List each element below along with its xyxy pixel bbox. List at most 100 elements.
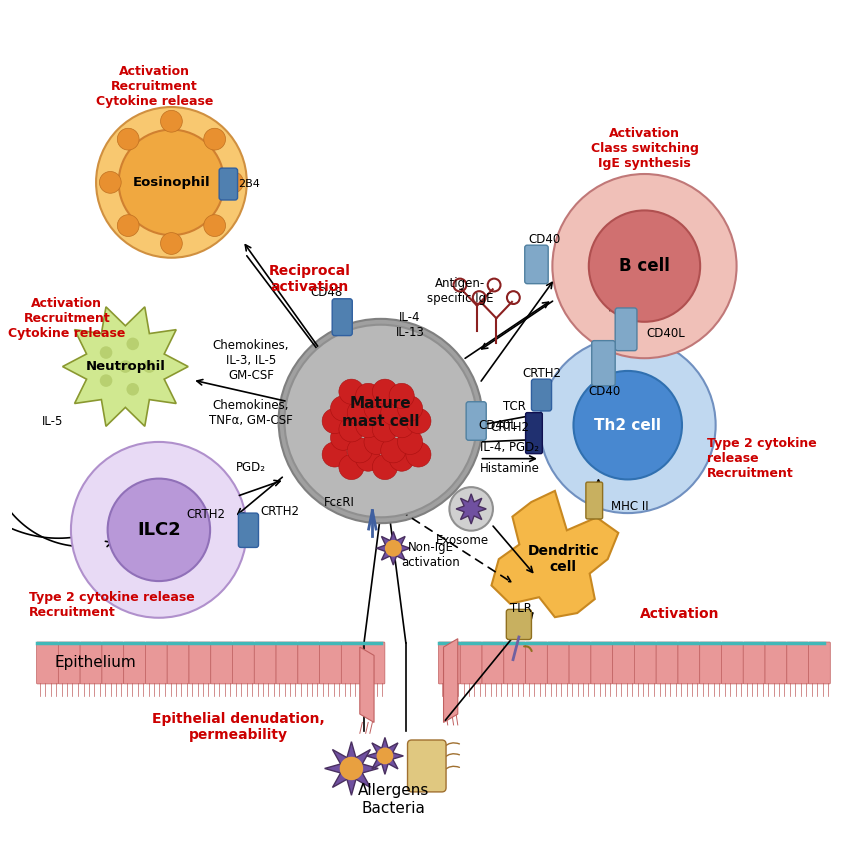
FancyBboxPatch shape (787, 642, 808, 684)
FancyBboxPatch shape (146, 642, 167, 684)
Polygon shape (456, 494, 486, 524)
Circle shape (397, 429, 423, 455)
FancyBboxPatch shape (743, 642, 765, 684)
Circle shape (119, 360, 132, 373)
FancyBboxPatch shape (298, 642, 320, 684)
Text: CRTH2: CRTH2 (523, 367, 562, 380)
FancyBboxPatch shape (585, 482, 603, 519)
Text: B cell: B cell (619, 257, 670, 275)
Text: Activation
Class switching
IgE synthesis: Activation Class switching IgE synthesis (591, 127, 699, 170)
Text: ILC2: ILC2 (137, 521, 180, 539)
Circle shape (380, 438, 406, 463)
Circle shape (389, 446, 414, 472)
FancyBboxPatch shape (482, 642, 504, 684)
Circle shape (356, 383, 380, 408)
Circle shape (118, 130, 224, 235)
Circle shape (406, 408, 431, 434)
FancyBboxPatch shape (615, 308, 637, 350)
Polygon shape (443, 639, 458, 722)
Text: IL-5: IL-5 (42, 414, 63, 428)
Text: CRTH2: CRTH2 (260, 505, 300, 518)
Text: Activation: Activation (640, 606, 720, 621)
FancyBboxPatch shape (531, 379, 551, 411)
Text: Epithelium: Epithelium (54, 655, 136, 670)
Text: FcεRI: FcεRI (323, 496, 354, 509)
FancyBboxPatch shape (341, 642, 363, 684)
Circle shape (284, 325, 477, 517)
Text: 2B4: 2B4 (238, 179, 260, 189)
Circle shape (339, 417, 364, 442)
Text: Mature
mast cell: Mature mast cell (342, 397, 420, 429)
Text: Exosome: Exosome (437, 534, 489, 547)
FancyBboxPatch shape (591, 341, 615, 386)
Circle shape (221, 172, 243, 194)
Text: Activation
Recruitment
Cytokine release: Activation Recruitment Cytokine release (96, 65, 214, 108)
Circle shape (373, 379, 397, 404)
Text: Non-IgE
activation: Non-IgE activation (402, 541, 460, 569)
Text: IL-4, PGD₂: IL-4, PGD₂ (480, 441, 540, 455)
FancyBboxPatch shape (254, 642, 276, 684)
Text: TCR: TCR (503, 400, 526, 413)
FancyBboxPatch shape (635, 642, 656, 684)
FancyBboxPatch shape (276, 642, 298, 684)
FancyBboxPatch shape (466, 402, 486, 440)
Polygon shape (360, 647, 374, 722)
Text: TLR: TLR (511, 602, 533, 615)
FancyBboxPatch shape (526, 642, 547, 684)
Text: Activation
Recruitment
Cytokine release: Activation Recruitment Cytokine release (8, 297, 125, 340)
Circle shape (373, 417, 397, 442)
FancyBboxPatch shape (569, 642, 591, 684)
FancyBboxPatch shape (438, 642, 460, 684)
Text: CD40L: CD40L (646, 327, 685, 339)
Text: Reciprocal
activation: Reciprocal activation (269, 264, 351, 294)
Polygon shape (492, 491, 619, 617)
Text: CD40: CD40 (588, 385, 620, 398)
Text: Neutrophil: Neutrophil (85, 360, 165, 373)
Text: PGD₂: PGD₂ (236, 461, 266, 473)
FancyBboxPatch shape (168, 642, 189, 684)
Circle shape (347, 400, 373, 425)
Circle shape (385, 540, 402, 557)
Text: Allergens
Bacteria: Allergens Bacteria (357, 783, 429, 816)
Circle shape (117, 215, 139, 237)
Circle shape (339, 455, 364, 480)
Circle shape (380, 400, 406, 425)
Circle shape (127, 383, 139, 396)
FancyBboxPatch shape (232, 642, 254, 684)
Circle shape (589, 210, 700, 322)
Circle shape (364, 396, 389, 421)
Circle shape (161, 110, 182, 132)
Circle shape (330, 396, 356, 421)
FancyBboxPatch shape (59, 642, 80, 684)
Text: Dendritic
cell: Dendritic cell (528, 544, 599, 574)
Circle shape (540, 338, 716, 513)
Circle shape (107, 478, 210, 581)
Circle shape (406, 442, 431, 467)
FancyBboxPatch shape (363, 642, 385, 684)
Text: Type 2 cytokine release
Recruitment: Type 2 cytokine release Recruitment (29, 591, 195, 619)
Circle shape (356, 413, 380, 438)
Circle shape (100, 346, 112, 359)
Text: Type 2 cytokine
release
Recruitment: Type 2 cytokine release Recruitment (707, 437, 817, 480)
FancyBboxPatch shape (220, 168, 237, 200)
Text: Epithelial denudation,
permeability: Epithelial denudation, permeability (152, 711, 325, 742)
Circle shape (143, 360, 156, 373)
Circle shape (330, 425, 356, 450)
FancyBboxPatch shape (506, 610, 531, 640)
FancyBboxPatch shape (525, 245, 548, 284)
Text: IL-4
IL-13: IL-4 IL-13 (396, 311, 425, 338)
Circle shape (373, 455, 397, 480)
FancyBboxPatch shape (80, 642, 102, 684)
Circle shape (339, 379, 364, 404)
Text: Eosinophil: Eosinophil (133, 176, 210, 189)
Circle shape (376, 748, 393, 765)
Circle shape (323, 442, 347, 467)
FancyBboxPatch shape (123, 642, 146, 684)
Circle shape (552, 174, 737, 358)
Circle shape (161, 232, 182, 254)
FancyBboxPatch shape (656, 642, 678, 684)
FancyBboxPatch shape (238, 513, 259, 547)
Circle shape (389, 383, 414, 408)
Polygon shape (367, 738, 403, 775)
Circle shape (323, 408, 347, 434)
